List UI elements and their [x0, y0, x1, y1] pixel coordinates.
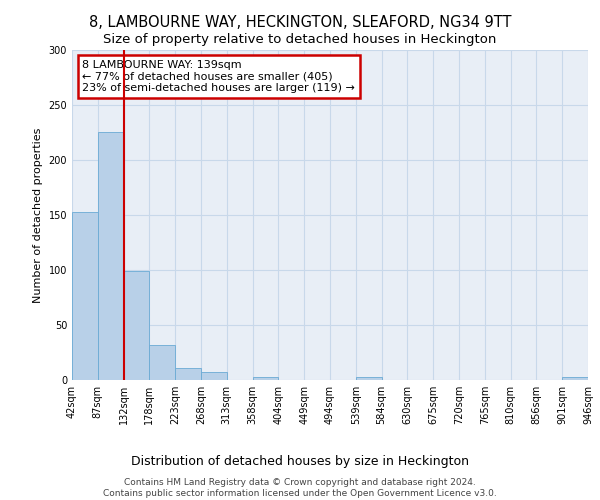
Bar — [201, 372, 227, 380]
Text: Contains HM Land Registry data © Crown copyright and database right 2024.
Contai: Contains HM Land Registry data © Crown c… — [103, 478, 497, 498]
Bar — [72, 212, 98, 380]
Bar — [356, 376, 382, 380]
Bar — [98, 132, 124, 380]
Y-axis label: Number of detached properties: Number of detached properties — [33, 128, 43, 302]
Text: Size of property relative to detached houses in Heckington: Size of property relative to detached ho… — [103, 32, 497, 46]
Text: 8, LAMBOURNE WAY, HECKINGTON, SLEAFORD, NG34 9TT: 8, LAMBOURNE WAY, HECKINGTON, SLEAFORD, … — [89, 15, 511, 30]
Bar — [124, 271, 149, 380]
Bar — [562, 376, 588, 380]
Bar — [149, 345, 175, 380]
Bar — [175, 368, 201, 380]
Text: 8 LAMBOURNE WAY: 139sqm
← 77% of detached houses are smaller (405)
23% of semi-d: 8 LAMBOURNE WAY: 139sqm ← 77% of detache… — [82, 60, 355, 93]
Text: Distribution of detached houses by size in Heckington: Distribution of detached houses by size … — [131, 455, 469, 468]
Bar — [253, 376, 278, 380]
